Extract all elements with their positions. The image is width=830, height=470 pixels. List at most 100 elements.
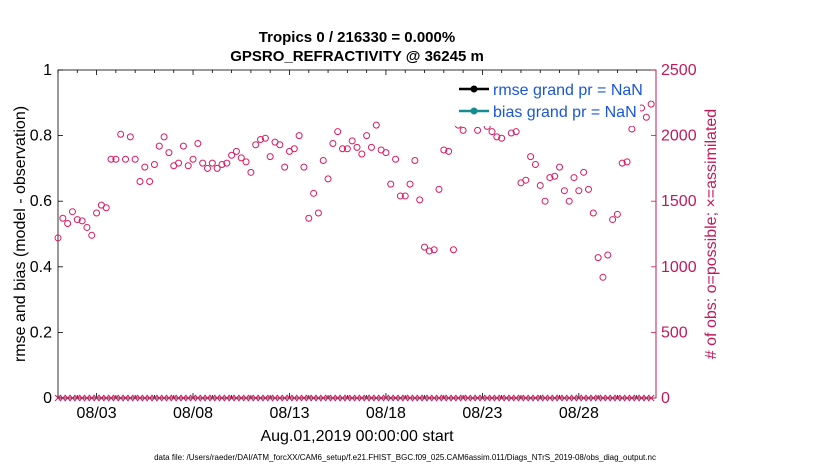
assimilated-obs-point xyxy=(233,394,240,402)
possible-obs-point xyxy=(88,231,96,239)
chart-subtitle: GPSRO_REFRACTIVITY @ 36245 m xyxy=(230,48,484,65)
possible-obs-point xyxy=(136,178,144,186)
x-tick-label: 08/08 xyxy=(173,405,213,422)
assimilated-obs-point xyxy=(59,394,67,402)
y-right-tick-label: 0 xyxy=(661,390,670,407)
y-axis-left-label: rmse and bias (model - observation) xyxy=(12,106,29,362)
possible-obs-point xyxy=(584,185,592,193)
assimilated-obs-point xyxy=(208,394,216,402)
assimilated-obs-point xyxy=(493,394,501,402)
assimilated-obs-point xyxy=(503,394,510,402)
possible-obs-point xyxy=(117,130,125,138)
assimilated-obs-point xyxy=(136,394,144,402)
possible-obs-point xyxy=(64,220,72,228)
assimilated-obs-point xyxy=(324,394,332,402)
assimilated-obs-point xyxy=(334,394,342,402)
assimilated-obs-point xyxy=(377,394,385,402)
assimilated-obs-point xyxy=(286,394,293,402)
assimilated-obs-point xyxy=(425,394,433,402)
assimilated-obs-point xyxy=(93,394,100,402)
assimilated-obs-point xyxy=(64,394,71,402)
assimilated-obs-point xyxy=(213,394,221,402)
possible-obs-point xyxy=(348,137,356,145)
assimilated-obs-point xyxy=(315,394,322,402)
series-assimilated-obs xyxy=(54,394,655,402)
assimilated-obs-point xyxy=(561,394,568,402)
possible-obs-point xyxy=(131,155,139,163)
assimilated-obs-point xyxy=(73,394,81,402)
possible-obs-point xyxy=(580,168,588,176)
possible-obs-point xyxy=(613,210,621,218)
possible-obs-point xyxy=(536,181,544,189)
possible-obs-point xyxy=(339,145,347,153)
y-left-tick-label: 0.6 xyxy=(30,193,52,210)
assimilated-obs-point xyxy=(252,394,260,402)
y-right-tick-label: 2000 xyxy=(661,128,697,145)
assimilated-obs-point xyxy=(83,394,91,402)
assimilated-obs-point xyxy=(151,394,158,402)
possible-obs-point xyxy=(449,246,457,254)
assimilated-obs-point xyxy=(628,394,636,402)
possible-obs-point xyxy=(232,147,240,155)
possible-obs-point xyxy=(68,208,76,216)
y-left-tick-label: 0 xyxy=(43,390,52,407)
possible-obs-point xyxy=(300,163,308,171)
possible-obs-point xyxy=(527,153,535,161)
assimilated-obs-point xyxy=(536,394,544,402)
possible-obs-point xyxy=(242,158,250,166)
assimilated-obs-point xyxy=(599,394,607,402)
possible-obs-point xyxy=(589,209,597,217)
possible-obs-point xyxy=(189,155,197,163)
possible-obs-point xyxy=(609,216,617,224)
assimilated-obs-point xyxy=(479,394,486,402)
chart-title: Tropics 0 / 216330 = 0.000% xyxy=(259,29,455,46)
possible-obs-point xyxy=(647,100,655,108)
assimilated-obs-point xyxy=(257,394,264,402)
assimilated-obs-point xyxy=(180,394,187,402)
assimilated-obs-point xyxy=(643,394,650,402)
assimilated-obs-point xyxy=(609,394,616,402)
assimilated-obs-point xyxy=(329,394,337,402)
assimilated-obs-point xyxy=(474,394,481,402)
possible-obs-point xyxy=(184,162,192,170)
y-right-tick-label: 1500 xyxy=(661,193,697,210)
y-left-tick-label: 0.4 xyxy=(30,259,52,276)
assimilated-obs-point xyxy=(541,394,549,402)
assimilated-obs-point xyxy=(430,394,438,402)
assimilated-obs-point xyxy=(411,394,419,402)
assimilated-obs-point xyxy=(459,394,467,402)
assimilated-obs-point xyxy=(440,394,448,402)
possible-obs-point xyxy=(112,155,120,163)
possible-obs-point xyxy=(498,134,506,142)
y-axis-right-label: # of obs: o=possible; ×=assimilated xyxy=(703,109,720,359)
possible-obs-point xyxy=(372,121,380,129)
assimilated-obs-point xyxy=(445,394,452,402)
possible-obs-point xyxy=(122,155,130,163)
possible-obs-point xyxy=(266,153,274,161)
assimilated-obs-point xyxy=(488,394,496,402)
possible-obs-point xyxy=(150,160,158,168)
assimilated-obs-point xyxy=(237,394,245,402)
possible-obs-point xyxy=(83,223,91,231)
x-tick-label: 08/18 xyxy=(366,405,406,422)
possible-obs-point xyxy=(512,128,520,136)
possible-obs-point xyxy=(392,155,400,163)
assimilated-obs-point xyxy=(276,394,284,402)
possible-obs-point xyxy=(261,134,269,142)
assimilated-obs-point xyxy=(623,394,631,402)
assimilated-obs-point xyxy=(421,394,428,402)
assimilated-obs-point xyxy=(527,394,534,402)
assimilated-obs-point xyxy=(498,394,506,402)
possible-obs-point xyxy=(401,192,409,200)
assimilated-obs-point xyxy=(339,394,346,402)
assimilated-obs-point xyxy=(450,394,457,402)
assimilated-obs-point xyxy=(638,394,645,402)
legend-rmse-label: rmse grand pr = NaN xyxy=(493,82,643,99)
assimilated-obs-point xyxy=(271,394,279,402)
possible-obs-point xyxy=(257,136,265,144)
possible-obs-point xyxy=(445,147,453,155)
possible-obs-point xyxy=(228,151,236,159)
possible-obs-point xyxy=(440,146,448,154)
assimilated-obs-point xyxy=(117,394,125,402)
